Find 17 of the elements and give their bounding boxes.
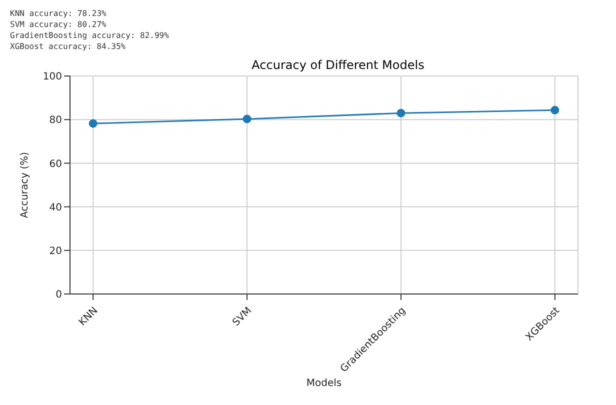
point <box>396 108 406 118</box>
text: GradientBoosting accuracy: 82.99% <box>10 30 170 41</box>
point <box>242 114 252 124</box>
y-tick-label: 40 <box>49 202 62 214</box>
y-tick-label: 80 <box>49 115 62 126</box>
chart-title: Accuracy of Different Models <box>250 58 426 72</box>
text: KNN accuracy: 78.23% <box>10 8 108 19</box>
point <box>550 106 560 114</box>
point <box>88 119 98 128</box>
y-tick-label: 0 <box>56 290 62 301</box>
y-tick-label: 20 <box>49 246 62 257</box>
y-tick-label: 100 <box>42 72 62 83</box>
x-axis-title: Models <box>306 378 342 389</box>
text: SVM accuracy: 80.27% <box>10 19 108 30</box>
text: XGBoost accuracy: 84.35% <box>10 41 127 52</box>
y-axis-title: Accuracy (%) <box>20 152 31 218</box>
y-tick-label: 60 <box>49 158 62 170</box>
